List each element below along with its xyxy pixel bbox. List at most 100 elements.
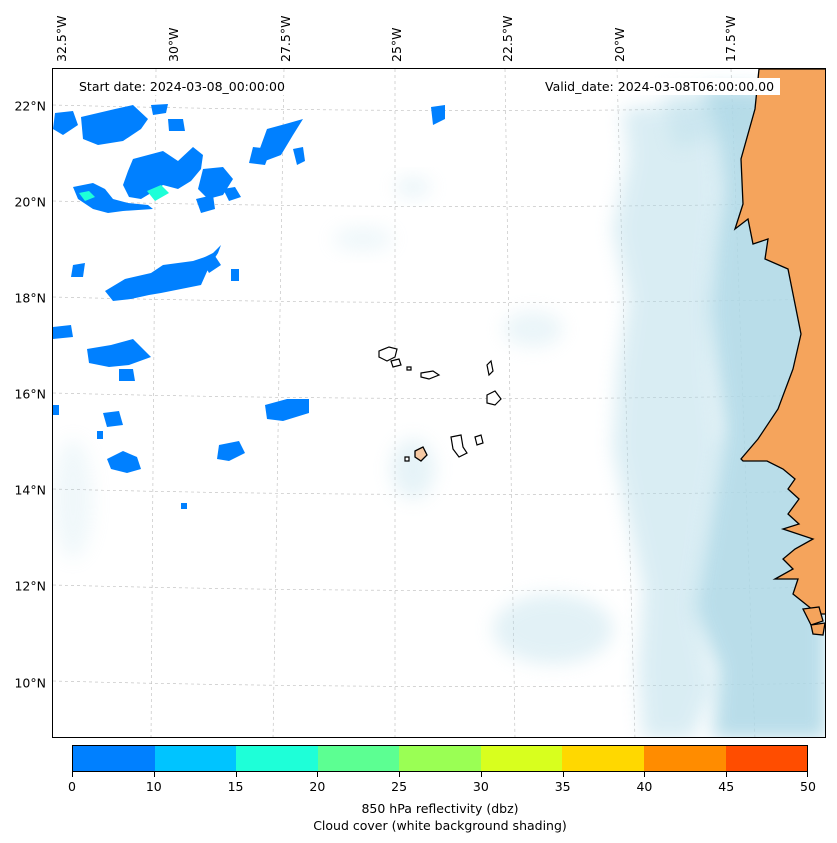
colorbar-tick-label: 25 — [391, 779, 408, 794]
longitude-label: 27.5°W — [278, 15, 293, 62]
cloud-band-outer — [613, 99, 721, 737]
reflectivity-cell-mid-2 — [259, 119, 303, 161]
colorbar-segment — [725, 746, 808, 771]
reflectivity-cell-west-18n — [71, 263, 85, 277]
latitude-label: 22°N — [14, 98, 46, 114]
cloud-patch-north-center — [395, 177, 431, 197]
reflectivity-speck-4 — [231, 269, 239, 281]
colorbar-segment — [480, 746, 563, 771]
cloud-patch-northeast — [663, 89, 753, 149]
colorbar-tick-label: 30 — [472, 779, 489, 794]
cloud-patch-mid-east — [503, 311, 563, 347]
colorbar-tick-label: 35 — [554, 779, 571, 794]
weather-map — [53, 69, 825, 737]
graticule-lat-16n — [53, 392, 825, 399]
colorbar-tick-mark — [153, 772, 155, 777]
cloud-patch-southwest — [53, 439, 93, 559]
island-santa-luzia — [406, 366, 412, 371]
colorbar-tick-label: 45 — [718, 779, 735, 794]
colorbar-tick-mark — [807, 772, 808, 777]
colorbar-tick-label: 40 — [636, 779, 653, 794]
map-panel: Start date: 2024-03-08_00:00:00 Valid_da… — [52, 68, 826, 738]
graticule-lon-20w — [616, 69, 636, 737]
island-boa-vista — [486, 390, 502, 406]
longitude-label: 32.5°W — [54, 15, 69, 62]
colorbar-tick-mark — [726, 772, 728, 777]
latitude-label: 18°N — [14, 290, 46, 306]
reflectivity-speck-1 — [181, 503, 187, 509]
longitude-label: 22.5°W — [500, 15, 515, 62]
colorbar-tick-label: 0 — [68, 779, 76, 794]
island-maio — [474, 434, 484, 446]
reflectivity-cell-nw-1 — [53, 111, 78, 135]
africa-coast — [733, 69, 825, 615]
colorbar-tick-label: 50 — [800, 779, 816, 794]
longitude-label: 17.5°W — [723, 15, 738, 62]
colorbar-segment — [643, 746, 726, 771]
reflectivity-cell-nw-5 — [123, 147, 203, 199]
colorbar-segment — [399, 746, 481, 771]
colorbar-segment — [562, 746, 644, 771]
colorbar-segment — [154, 746, 237, 771]
reflectivity-cell-16n-small — [119, 369, 135, 381]
reflectivity-cell-15n-west — [103, 411, 123, 427]
reflectivity-cell-16-5n — [87, 339, 151, 367]
reflectivity-cell-west-17n — [53, 325, 73, 339]
reflectivity-cell-nw-4 — [168, 119, 185, 131]
graticule-lat-18n — [53, 296, 825, 303]
colorbar-tick-mark — [72, 772, 73, 777]
latitude-label: 10°N — [14, 675, 46, 691]
longitude-label: 20°W — [612, 27, 627, 62]
reflectivity-cell-14-5n-west — [107, 451, 141, 473]
cape-verde-islands — [378, 346, 502, 462]
latitude-label: 14°N — [14, 482, 46, 498]
reflectivity-contours — [53, 104, 445, 509]
latitude-label: 12°N — [14, 578, 46, 594]
colorbar-label: 850 hPa reflectivity (dbz) — [361, 801, 519, 816]
reflectivity-cell-15-5n — [265, 399, 309, 421]
reflectivity-cell-nw-2 — [81, 105, 148, 145]
colorbar-tick-label: 20 — [309, 779, 326, 794]
island-brava — [404, 456, 410, 462]
latitude-label: 16°N — [14, 386, 46, 402]
colorbar-tick-mark — [399, 772, 401, 777]
reflectivity-cell-mid-3 — [293, 147, 305, 165]
colorbar-segment — [73, 746, 155, 771]
reflectivity-cell-north-center — [431, 105, 445, 125]
longitude-label: 25°W — [389, 27, 404, 62]
graticule-lon-27-5w — [272, 69, 285, 737]
colorbar-segment — [236, 746, 318, 771]
colorbar-tick-mark — [317, 772, 319, 777]
colorbar-tick-mark — [644, 772, 646, 777]
reflectivity-core-east — [147, 185, 169, 201]
colorbar-tick-mark — [562, 772, 564, 777]
island-santiago — [450, 434, 468, 458]
reflectivity-cell-nw-3 — [151, 104, 168, 115]
cloud-patch-south-center — [493, 594, 613, 664]
valid-date-label: Valid_date: 2024-03-08T06:00:00.00 — [539, 78, 781, 95]
bissau-islands — [802, 606, 824, 626]
graticule-lat-20n — [53, 200, 825, 207]
cloud-patch-islands — [391, 439, 435, 499]
colorbar-tick-label: 15 — [227, 779, 244, 794]
island-sal — [486, 359, 494, 377]
reflectivity-cell-mid-4 — [223, 187, 241, 201]
reflectivity-band-18n — [105, 245, 221, 301]
colorbar-segment — [317, 746, 400, 771]
cloud-patch-west — [333, 227, 393, 251]
latitude-label: 20°N — [14, 194, 46, 210]
graticule-lon-30w — [150, 69, 157, 737]
start-date-label: Start date: 2024-03-08_00:00:00 — [73, 78, 291, 95]
island-sao-vicente — [390, 358, 402, 368]
reflectivity-core-west — [79, 191, 95, 201]
reflectivity-band-18n-tip — [201, 253, 221, 273]
reflectivity-cell-14-5n-center — [217, 441, 245, 461]
cape-verde-fogo — [414, 446, 428, 462]
reflectivity-cell-mid-5 — [196, 195, 215, 213]
colorbar-tick-mark — [235, 772, 237, 777]
bissau-islands-south — [810, 622, 825, 636]
reflectivity-speck-3 — [97, 431, 103, 439]
reflectivity-cell-west-core-ring — [73, 183, 153, 213]
longitude-label: 30°W — [166, 27, 181, 62]
land-mass — [414, 69, 825, 636]
